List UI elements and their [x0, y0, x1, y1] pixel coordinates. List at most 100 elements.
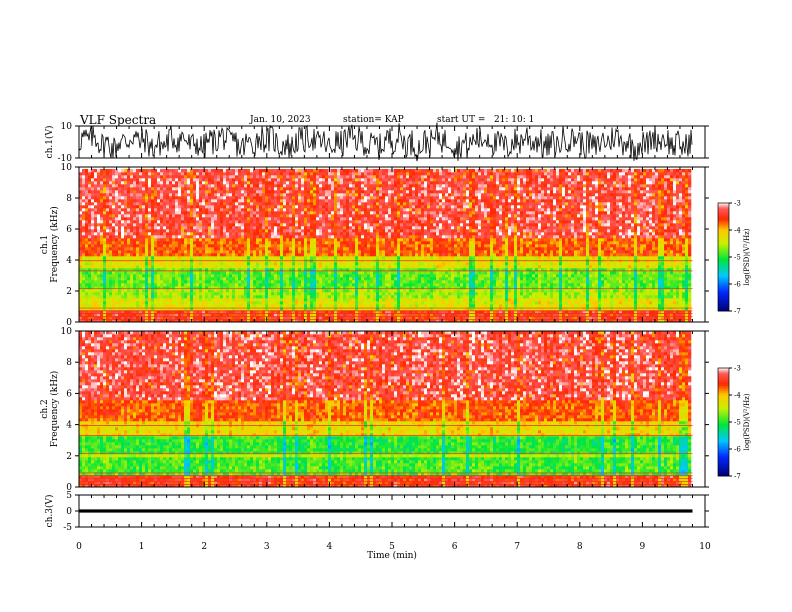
- spectrogram-cell: [400, 262, 403, 265]
- spectrogram-cell: [307, 307, 310, 310]
- spectrogram-cell: [154, 283, 157, 286]
- spectrogram-cell: [607, 271, 610, 274]
- spectrogram-cell: [241, 295, 244, 298]
- spectrogram-cell: [106, 256, 109, 259]
- spectrogram-cell: [124, 265, 127, 268]
- spectrogram-cell: [373, 283, 376, 286]
- spectrogram-cell: [460, 298, 463, 301]
- spectrogram-cell: [376, 304, 379, 307]
- spectrogram-cell: [433, 277, 436, 280]
- spectrogram-cell: [382, 301, 385, 304]
- spectrogram-cell: [532, 304, 535, 307]
- spectrogram-cell: [97, 304, 100, 307]
- spectrogram-cell: [454, 298, 457, 301]
- spectrogram-cell: [358, 256, 361, 259]
- spectrogram-cell: [187, 295, 190, 298]
- spectrogram-cell: [316, 298, 319, 301]
- spectrogram-cell: [259, 289, 262, 292]
- spectrogram-cell: [265, 298, 268, 301]
- spectrogram-cell: [184, 307, 187, 310]
- spectrogram-cell: [238, 253, 241, 256]
- spectrogram-cell: [373, 301, 376, 304]
- spectrogram-cell: [607, 250, 610, 253]
- spectrogram-cell: [544, 280, 547, 283]
- spectrogram-cell: [178, 289, 181, 292]
- spectrogram-cell: [169, 304, 172, 307]
- spectrogram-cell: [445, 271, 448, 274]
- spectrogram-cell: [331, 307, 334, 310]
- spectrogram-cell: [355, 292, 358, 295]
- spectrogram-cell: [178, 298, 181, 301]
- spectrogram-cell: [661, 298, 664, 301]
- spectrogram-cell: [94, 256, 97, 259]
- spectrogram-cell: [214, 289, 217, 292]
- spectrogram-cell: [412, 262, 415, 265]
- spectrogram-cell: [139, 304, 142, 307]
- spectrogram-cell: [283, 289, 286, 292]
- spectrogram-cell: [283, 283, 286, 286]
- spectrogram-cell: [343, 262, 346, 265]
- spectrogram-cell: [538, 250, 541, 253]
- spectrogram-cell: [100, 250, 103, 253]
- spectrogram-cell: [382, 295, 385, 298]
- spectrogram-cell: [685, 295, 688, 298]
- spectrogram-cell: [526, 280, 529, 283]
- spectrogram-cell: [121, 301, 124, 304]
- spectrogram-cell: [424, 256, 427, 259]
- spectrogram-cell: [457, 250, 460, 253]
- spectrogram-cell: [157, 271, 160, 274]
- spectrogram-cell: [394, 301, 397, 304]
- spectrogram-cell: [586, 295, 589, 298]
- spectrogram-cell: [163, 307, 166, 310]
- spectrogram-cell: [271, 283, 274, 286]
- spectrogram-cell: [424, 283, 427, 286]
- spectrogram-cell: [673, 280, 676, 283]
- spectrogram-cell: [538, 304, 541, 307]
- spectrogram-cell: [223, 253, 226, 256]
- spectrogram-cell: [328, 253, 331, 256]
- spectrogram-cell: [424, 292, 427, 295]
- spectrogram-cell: [139, 289, 142, 292]
- spectrogram-cell: [253, 307, 256, 310]
- spectrogram-cell: [166, 271, 169, 274]
- spectrogram-cell: [661, 262, 664, 265]
- spectrogram-cell: [466, 265, 469, 268]
- spectrogram-cell: [544, 271, 547, 274]
- spectrogram-cell: [646, 265, 649, 268]
- spectrogram-cell: [109, 280, 112, 283]
- spectrogram-cell: [97, 253, 100, 256]
- spectrogram-cell: [199, 253, 202, 256]
- spectrogram-cell: [610, 277, 613, 280]
- spectrogram-cell: [496, 307, 499, 310]
- spectrogram-cell: [670, 256, 673, 259]
- spectrogram-cell: [286, 307, 289, 310]
- spectrogram-cell: [181, 283, 184, 286]
- spectrogram-cell: [94, 307, 97, 310]
- spectrogram-cell: [223, 250, 226, 253]
- spectrogram-cell: [115, 277, 118, 280]
- spectrogram-cell: [670, 289, 673, 292]
- spectrogram-cell: [484, 274, 487, 277]
- spectrogram-cell: [589, 271, 592, 274]
- spectrogram-cell: [526, 298, 529, 301]
- spectrogram-cell: [430, 301, 433, 304]
- spectrogram-cell: [199, 295, 202, 298]
- spectrogram-cell: [424, 289, 427, 292]
- spectrogram-cell: [640, 256, 643, 259]
- spectrogram-cell: [406, 298, 409, 301]
- spectrogram-cell: [502, 304, 505, 307]
- spectrogram-cell: [679, 289, 682, 292]
- spectrogram-cell: [205, 280, 208, 283]
- spectrogram-cell: [559, 253, 562, 256]
- spectrogram-cell: [286, 253, 289, 256]
- spectrogram-cell: [514, 253, 517, 256]
- spectrogram-cell: [154, 274, 157, 277]
- spectrogram-cell: [631, 283, 634, 286]
- spectrogram-cell: [499, 265, 502, 268]
- spectrogram-cell: [151, 292, 154, 295]
- spectrogram-cell: [499, 280, 502, 283]
- spectrogram-cell: [238, 265, 241, 268]
- spectrogram-cell: [160, 256, 163, 259]
- spectrogram-cell: [559, 301, 562, 304]
- spectrogram-cell: [550, 295, 553, 298]
